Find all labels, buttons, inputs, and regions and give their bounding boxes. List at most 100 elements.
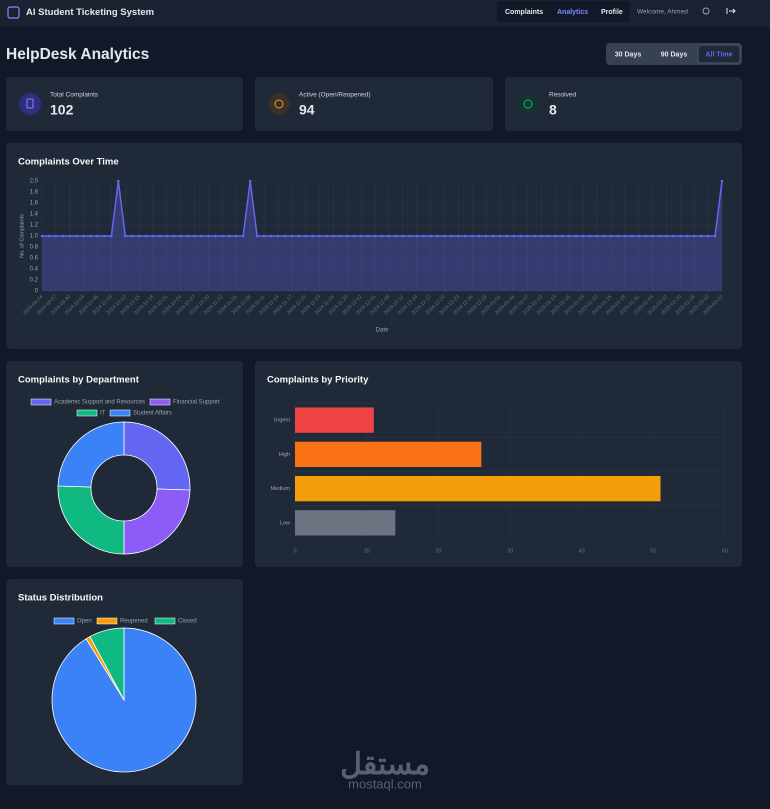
point [568,234,571,238]
y-tick-label: 1.4 [30,212,39,218]
point [110,234,113,238]
y-tick-label: 1.0 [30,234,39,240]
legend-swatch [96,617,118,625]
legend-swatch [30,398,52,406]
chart-title: Status Distribution [18,593,103,604]
range-button[interactable]: 30 Days [615,51,642,58]
point [297,234,301,238]
legend-label: Open [77,619,92,625]
point [415,234,418,238]
point [644,234,647,238]
x-tick-label: 50 [650,548,656,554]
y-axis-label: No. of Complaints [19,214,25,258]
point [533,234,536,238]
point [422,234,425,238]
point [623,234,627,238]
point [75,234,78,238]
chart-card [6,143,742,349]
range-button[interactable]: All Time [705,51,732,58]
point [255,234,259,238]
point [269,234,273,238]
slice [57,421,125,488]
y-tick-label: 0.4 [30,267,39,273]
point [387,234,391,238]
watermark: mostaql.com [348,776,422,791]
point [609,234,613,238]
point [283,234,287,238]
point [96,234,99,238]
bar [295,441,482,468]
stat-value: 94 [299,102,315,118]
stat-icon [517,93,539,115]
point [346,234,349,238]
chart-title: Complaints by Department [18,375,140,386]
point [498,234,502,238]
y-tick-label: 0.8 [30,245,39,251]
point [470,234,474,238]
x-axis-label: Date [376,328,389,334]
bar [295,407,374,433]
bar [295,475,661,502]
point [429,234,432,238]
nav-link[interactable]: Complaints [505,9,543,16]
point [137,234,141,238]
point [665,234,668,238]
stat-icon-glyph [523,99,533,109]
point [602,234,606,238]
point [581,234,585,238]
nav-link[interactable]: Analytics [557,9,588,16]
point [380,234,384,238]
point [561,234,564,238]
point [304,234,307,238]
y-tick-label: Urgent [273,418,290,424]
stat-icon-glyph [26,98,34,109]
stat-label: Total Complaints [50,92,99,99]
point [706,234,710,238]
legend-label: Academic Support and Resources [54,400,145,406]
theme-toggle[interactable] [702,7,710,15]
point [588,234,592,238]
x-tick-label: 40 [579,548,585,554]
stat-label: Active (Open/Reopened) [299,92,371,99]
logout-icon[interactable] [726,8,736,14]
point [207,234,210,238]
point [103,234,106,238]
slice [123,488,191,555]
range-button[interactable]: 90 Days [661,51,688,58]
stat-value: 102 [50,102,74,118]
point [82,234,85,238]
point [54,234,58,238]
point [144,234,148,238]
point [61,234,65,238]
point [463,234,467,238]
point [359,234,363,238]
y-tick-label: 1.2 [30,223,39,229]
y-tick-label: Low [280,520,290,526]
brand[interactable]: AI Student Ticketing System [26,7,154,18]
y-tick-label: 0.6 [30,256,39,262]
point [477,234,481,238]
stat-label: Resolved [549,92,576,99]
legend-label: Closed [178,619,197,625]
point [151,234,155,238]
y-tick-label: 2.0 [30,179,39,185]
point [248,179,252,183]
point [713,234,717,238]
point [436,234,439,238]
point [519,234,523,238]
point [68,234,72,238]
nav-link[interactable]: Profile [601,9,623,16]
point [221,234,224,238]
point [526,234,530,238]
point [47,234,51,238]
point [193,234,196,238]
point [158,234,162,238]
point [123,234,127,238]
point [332,234,335,238]
point [241,234,245,238]
point [699,234,703,238]
point [547,234,550,238]
legend-label: IT [100,411,106,417]
y-tick-label: 1.8 [30,190,39,196]
x-tick-label: 0 [293,548,296,554]
